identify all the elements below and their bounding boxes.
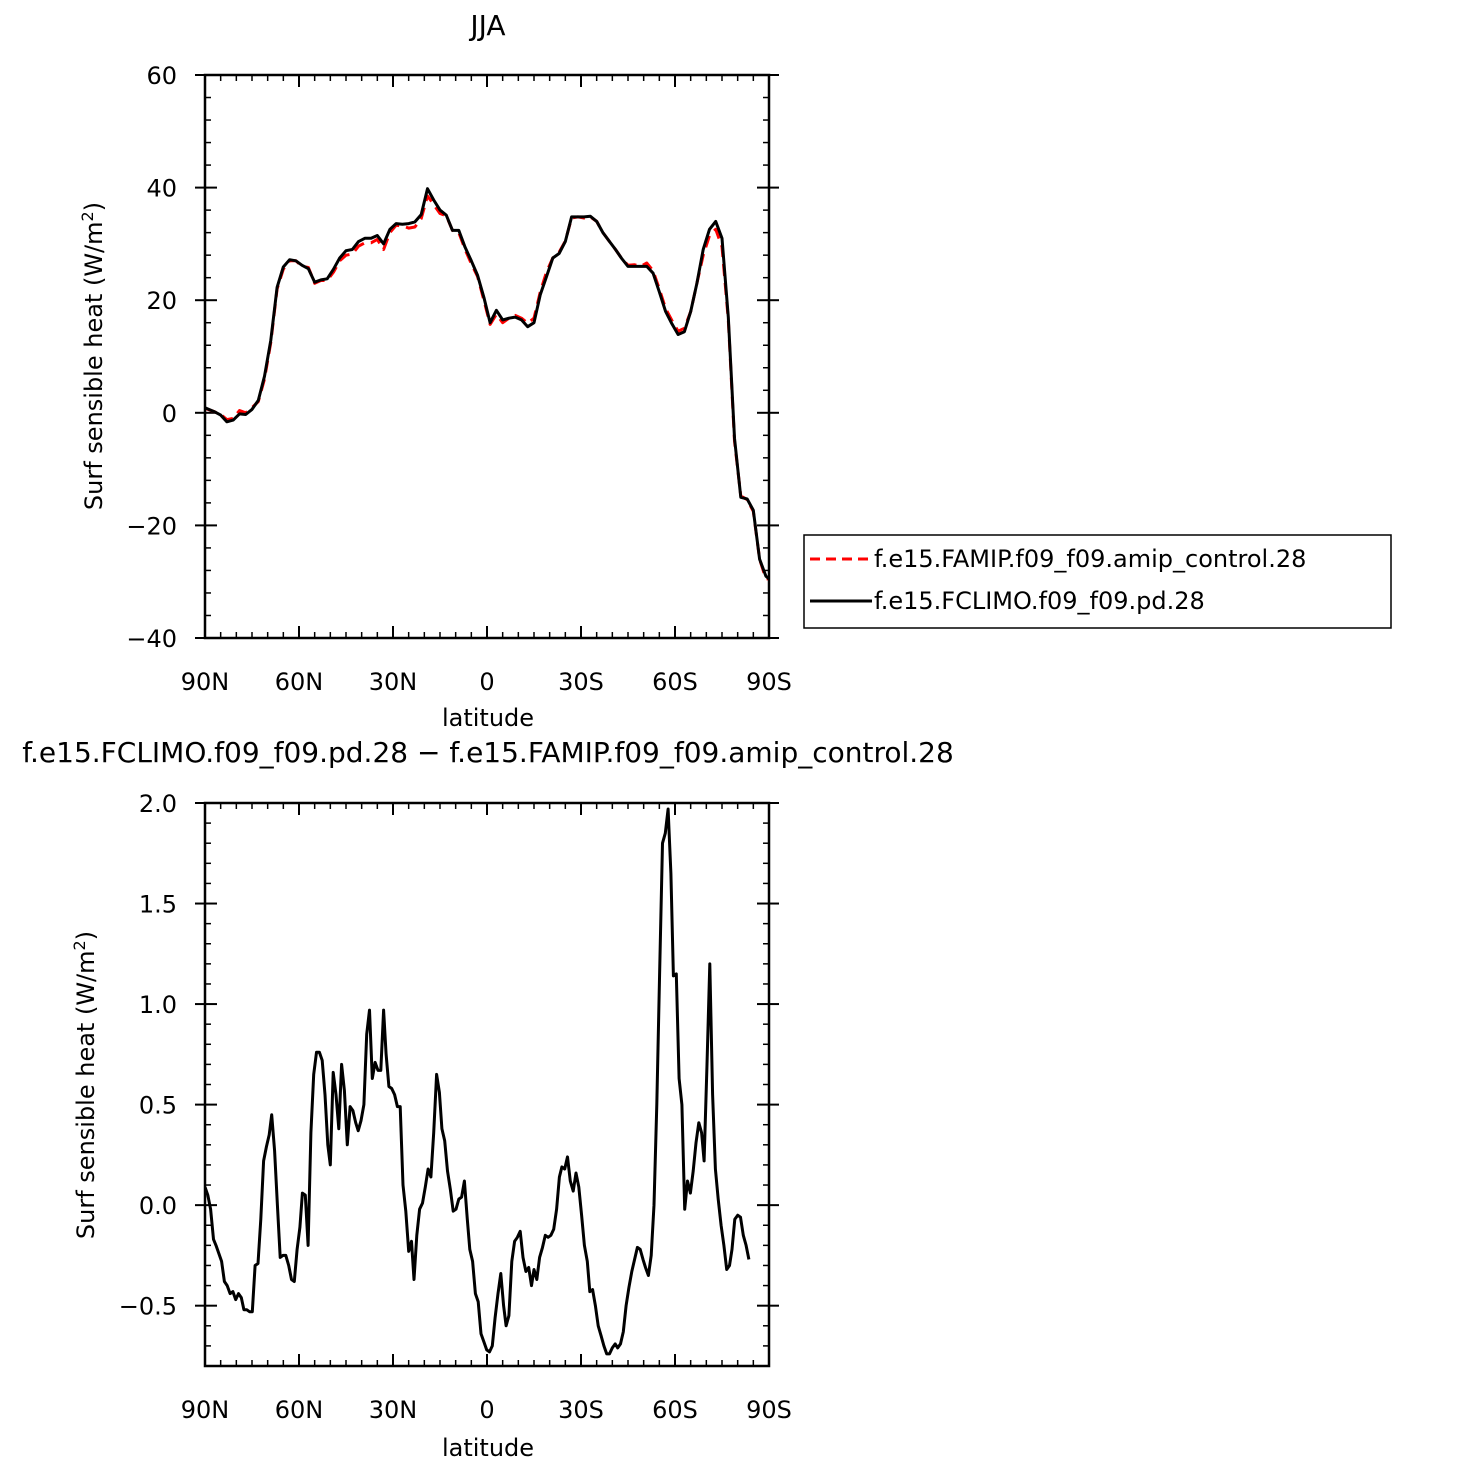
y-tick-label: 2.0 bbox=[139, 790, 177, 818]
y-tick-label: −0.5 bbox=[119, 1293, 177, 1321]
top-y-tick-labels: −40 −20 0 20 40 60 bbox=[126, 62, 177, 653]
x-tick-label: 90S bbox=[746, 668, 792, 696]
x-tick-label: 30S bbox=[558, 1396, 604, 1424]
top-y-axis-title: Surf sensible heat (W/m2) bbox=[78, 202, 108, 510]
top-x-axis-title: latitude bbox=[442, 704, 534, 732]
top-x-tick-labels: 90N 60N 30N 0 30S 60S 90S bbox=[181, 668, 792, 696]
top-chart-title: JJA bbox=[468, 9, 505, 42]
bottom-x-axis-title: latitude bbox=[442, 1434, 534, 1462]
bottom-tick-marks bbox=[195, 802, 779, 1367]
top-chart: JJA 90N 60N 30N 0 30S 60S 90S −40 −20 0 20 40 60 la… bbox=[78, 9, 792, 732]
top-series-group bbox=[205, 187, 769, 581]
y-tick-label: 1.5 bbox=[139, 891, 177, 919]
x-tick-label: 60S bbox=[652, 1396, 698, 1424]
x-tick-label: 0 bbox=[479, 1396, 494, 1424]
legend-box bbox=[803, 534, 1392, 629]
bottom-chart: f.e15.FCLIMO.f09_f09.pd.28 − f.e15.FAMIP… bbox=[22, 736, 954, 1462]
bottom-series-group bbox=[205, 807, 751, 1356]
x-tick-label: 60N bbox=[275, 668, 324, 696]
x-tick-label: 90N bbox=[181, 668, 230, 696]
bottom-chart-title: f.e15.FCLIMO.f09_f09.pd.28 − f.e15.FAMIP… bbox=[22, 736, 954, 769]
bottom-y-tick-labels: −0.5 0.0 0.5 1.0 1.5 2.0 bbox=[119, 790, 177, 1321]
x-tick-label: 60S bbox=[652, 668, 698, 696]
series-line-fclimo bbox=[205, 187, 769, 581]
top-tick-marks bbox=[195, 74, 779, 639]
x-tick-label: 30S bbox=[558, 668, 604, 696]
bottom-plot-frame bbox=[203, 801, 771, 1368]
top-plot-frame bbox=[203, 73, 771, 640]
y-tick-label: 0.0 bbox=[139, 1192, 177, 1220]
bottom-x-tick-labels: 90N 60N 30N 0 30S 60S 90S bbox=[181, 1396, 792, 1424]
legend-label-fclimo: f.e15.FCLIMO.f09_f09.pd.28 bbox=[874, 587, 1205, 615]
legend: f.e15.FAMIP.f09_f09.amip_control.28 f.e1… bbox=[803, 534, 1392, 629]
y-tick-label: 1.0 bbox=[139, 991, 177, 1019]
y-tick-label: 0 bbox=[162, 400, 177, 428]
y-tick-label: 60 bbox=[146, 62, 177, 90]
y-tick-label: −20 bbox=[126, 512, 177, 540]
series-line-famip bbox=[205, 194, 769, 581]
x-tick-label: 0 bbox=[479, 668, 494, 696]
y-tick-label: 40 bbox=[146, 175, 177, 203]
x-tick-label: 30N bbox=[369, 668, 418, 696]
y-tick-label: 0.5 bbox=[139, 1092, 177, 1120]
x-tick-label: 30N bbox=[369, 1396, 418, 1424]
y-tick-label: 20 bbox=[146, 287, 177, 315]
series-line-difference bbox=[205, 807, 751, 1356]
x-tick-label: 90S bbox=[746, 1396, 792, 1424]
bottom-y-axis-title: Surf sensible heat (W/m2) bbox=[70, 931, 100, 1239]
x-tick-label: 90N bbox=[181, 1396, 230, 1424]
x-tick-label: 60N bbox=[275, 1396, 324, 1424]
legend-label-famip: f.e15.FAMIP.f09_f09.amip_control.28 bbox=[874, 545, 1306, 573]
y-tick-label: −40 bbox=[126, 625, 177, 653]
